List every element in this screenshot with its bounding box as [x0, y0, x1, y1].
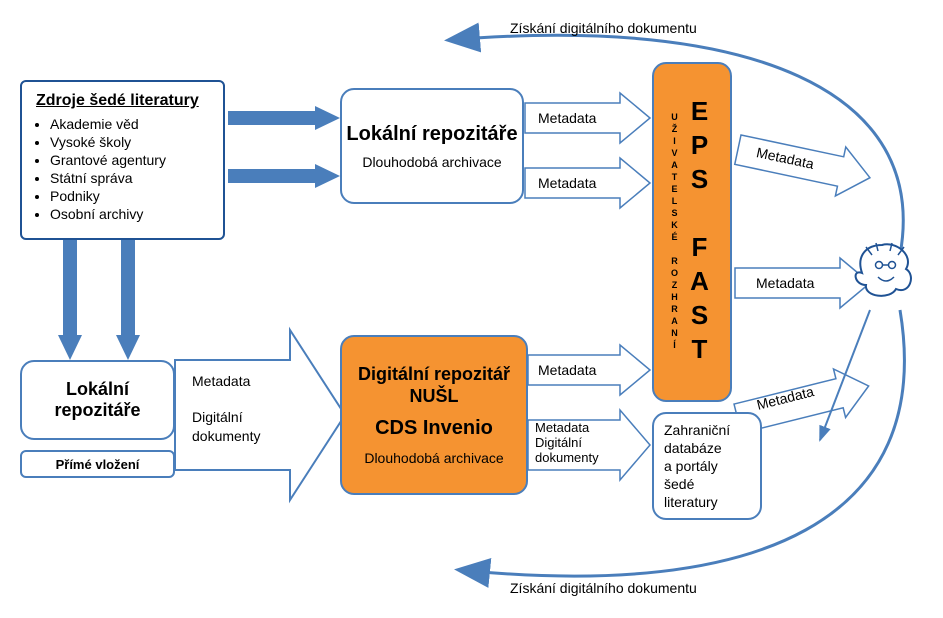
local-repo-top: Lokální repozitáře Dlouhodobá archivace [340, 88, 524, 204]
label-metadata-top2: Metadata [538, 175, 596, 191]
sources-list: Akademie věd Vysoké školy Grantové agent… [22, 116, 223, 234]
foreign-line: databáze [664, 439, 750, 457]
source-item: Osobní archivy [50, 206, 209, 222]
label-big-arrow: Metadata Digitální dokumenty [192, 372, 260, 445]
local-repo-top-title: Lokální repozitáře [346, 123, 517, 146]
label-curve-bottom: Získání digitálního dokumentu [510, 580, 697, 596]
digital-repo: Digitální repozitář NUŠL CDS Invenio Dlo… [340, 335, 528, 495]
foreign-line: literatury [664, 493, 750, 511]
label-metadata-right1: Metadata [755, 144, 815, 172]
source-item: Podniky [50, 188, 209, 204]
sources-box: Zdroje šedé literatury Akademie věd Vyso… [20, 80, 225, 240]
source-item: Vysoké školy [50, 134, 209, 150]
label-metadata-right3: Metadata [755, 383, 816, 413]
foreign-line: a portály [664, 457, 750, 475]
digital-repo-title2: CDS Invenio [375, 417, 493, 440]
eps-side-label: UŽIVATELSKÉ ROZHRANÍ [670, 112, 680, 352]
label-metadata-right2: Metadata [756, 275, 814, 291]
label-metadata-mid: Metadata [538, 362, 596, 378]
eps-fast: UŽIVATELSKÉ ROZHRANÍ EPS FAST [652, 62, 732, 402]
local-repo-top-sub: Dlouhodobá archivace [362, 154, 501, 170]
foreign-db: Zahraniční databáze a portály šedé liter… [652, 412, 762, 520]
arrow-sources-to-localbottom [58, 240, 140, 360]
sources-title: Zdroje šedé literatury [22, 82, 223, 114]
arrow-eps-to-foreign [820, 310, 870, 440]
arrow-sources-to-localtop [228, 106, 340, 188]
digital-repo-sub: Dlouhodobá archivace [364, 450, 503, 466]
source-item: Akademie věd [50, 116, 209, 132]
foreign-line: šedé [664, 475, 750, 493]
direct-insert-label: Přímé vložení [56, 457, 140, 472]
user-icon [856, 243, 911, 296]
label-metadata-top1: Metadata [538, 110, 596, 126]
label-metadata-dig: Metadata Digitální dokumenty [535, 421, 599, 466]
eps-main-label: EPS FAST [684, 96, 715, 368]
direct-insert: Přímé vložení [20, 450, 175, 478]
source-item: Státní správa [50, 170, 209, 186]
source-item: Grantové agentury [50, 152, 209, 168]
label-curve-top: Získání digitálního dokumentu [510, 20, 697, 36]
foreign-line: Zahraniční [664, 421, 750, 439]
digital-repo-title1: Digitální repozitář NUŠL [342, 364, 526, 407]
local-repo-bottom-title: Lokální repozitáře [22, 379, 173, 421]
local-repo-bottom: Lokální repozitáře [20, 360, 175, 440]
